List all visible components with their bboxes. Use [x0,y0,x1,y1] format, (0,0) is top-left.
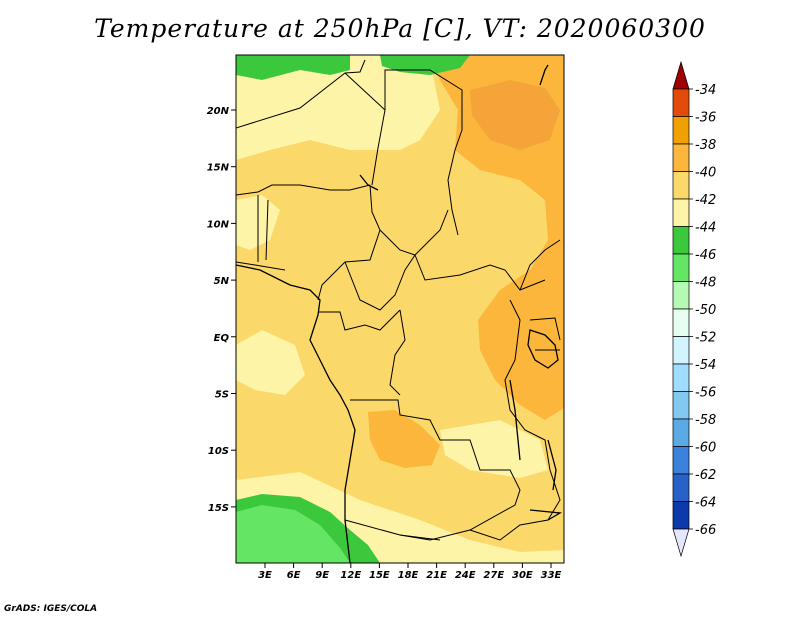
chart-title: Temperature at 250hPa [C], VT: 202006030… [94,14,706,43]
border-chad-sudan [447,129,463,236]
colorbar-label: -64 [695,496,716,511]
colorbar-segment [672,143,690,172]
colorbar-segment [672,253,690,282]
lon-tick-label: 6E [287,570,301,581]
colorbar-segment [672,226,690,255]
colorbar-segment [672,116,690,145]
lon-tick-label: 15E [369,570,390,581]
lake-kariba [529,509,563,521]
field-angola-warm [368,410,440,468]
field-east-warm-core [470,80,560,150]
colorbar-label: -60 [695,441,716,456]
border-zambia-zimbabwe [469,469,561,541]
field-north-light [236,55,440,160]
border-niger-chad [236,59,386,186]
colorbar-segment [672,418,690,447]
colorbar-label: -56 [695,386,716,401]
lake-malawi [547,439,557,491]
colorbar-segment [672,198,690,227]
colorbar-label: -42 [695,193,716,208]
border-gabon-congo [318,309,401,331]
colorbar-label: -44 [695,221,716,236]
temperature-field [236,55,564,563]
border-sudan-ethiopia [519,239,561,291]
lat-tick-label: 5S [215,390,229,401]
border-benin [257,195,269,262]
colorbar-label: -40 [695,166,716,181]
colorbar-segment [672,363,690,392]
colorbar-segment [672,391,690,420]
credit-label: GrADS: IGES/COLA [4,604,98,614]
colorbar-label: -38 [695,138,716,153]
longitude-axis: 3E 6E 9E 12E 15E 18E 21E 24E 27E 30E 33E [258,563,562,581]
colorbar-label: -46 [695,248,716,263]
lon-tick-label: 30E [512,570,533,581]
border-chad-libya-sudan [384,69,463,130]
field-sw-lightgreen [236,505,350,563]
lon-tick-label: 27E [483,570,504,581]
colorbar: -34 -36 -38 -40 -42 -44 -46 -48 -50 -52 -54 -56 -58 -… [672,60,716,558]
coastline [236,64,563,563]
colorbar-label: -54 [695,358,716,373]
colorbar-bottom-arrow [672,528,690,558]
lon-tick-label: 3E [258,570,272,581]
border-nigeria-niger [236,184,371,196]
colorbar-label: -52 [695,331,716,346]
colorbar-segment [672,473,690,502]
lon-tick-label: 24E [455,570,476,581]
lon-tick-label: 12E [340,570,361,581]
lat-tick-label: EQ [214,333,230,344]
colorbar-label: -50 [695,303,716,318]
lat-tick-label: 20N [207,106,230,117]
border-nigeria-cameroon [317,184,381,301]
lat-tick-label: 15S [208,503,229,514]
lon-tick-label: 21E [426,570,447,581]
colorbar-segment [672,281,690,310]
colorbar-segment [672,88,690,117]
latitude-axis: 20N 15N 10N 5N EQ 5S 10S 15S [207,106,236,514]
field-east-light [440,420,548,478]
border-congo-drc [389,309,406,396]
border-drc-eastern [504,299,551,471]
colorbar-segment [672,171,690,200]
colorbar-label: -48 [695,276,716,291]
plot-frame [235,54,565,564]
colorbar-segment [672,446,690,475]
lat-tick-label: 10S [208,446,229,457]
field-gabon-light [236,330,305,395]
lake-victoria [527,329,559,369]
colorbar-top-arrow [672,60,690,90]
colorbar-segment [672,336,690,365]
lat-tick-label: 15N [207,163,230,174]
colorbar-segment [672,501,690,530]
lat-tick-label: 10N [207,219,230,230]
border-cameroon-car [344,254,416,311]
colorbar-label: -36 [695,111,716,126]
colorbar-label: -66 [695,523,716,538]
lon-tick-label: 33E [541,570,562,581]
lake-chad [359,174,379,191]
colorbar-label: -62 [695,468,716,483]
colorbar-label: -58 [695,413,716,428]
coastline-west [236,264,356,563]
lake-tanganyika [509,379,521,461]
field-nw-green [236,55,350,80]
colorbar-segment [672,308,690,337]
lon-tick-label: 9E [315,570,329,581]
lon-tick-label: 18E [398,570,419,581]
lat-tick-label: 5N [214,276,230,287]
colorbar-label: -34 [695,83,716,98]
border-coast-gulf [236,261,286,271]
coastline-redsea [539,64,549,86]
